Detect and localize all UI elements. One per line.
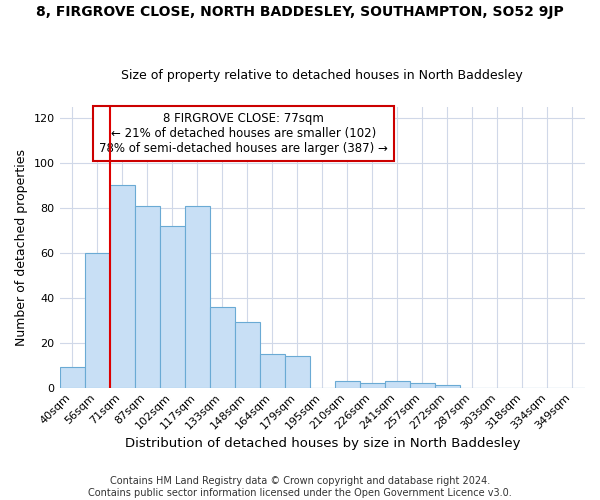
Bar — [410, 383, 435, 388]
Bar — [85, 253, 110, 388]
Title: Size of property relative to detached houses in North Baddesley: Size of property relative to detached ho… — [121, 69, 523, 82]
Text: Contains HM Land Registry data © Crown copyright and database right 2024.
Contai: Contains HM Land Registry data © Crown c… — [88, 476, 512, 498]
Bar — [59, 368, 85, 388]
Bar — [335, 381, 360, 388]
Bar — [185, 206, 209, 388]
Text: 8 FIRGROVE CLOSE: 77sqm
← 21% of detached houses are smaller (102)
78% of semi-d: 8 FIRGROVE CLOSE: 77sqm ← 21% of detache… — [99, 112, 388, 156]
Text: 8, FIRGROVE CLOSE, NORTH BADDESLEY, SOUTHAMPTON, SO52 9JP: 8, FIRGROVE CLOSE, NORTH BADDESLEY, SOUT… — [36, 5, 564, 19]
Bar — [235, 322, 260, 388]
Bar — [260, 354, 285, 388]
Bar — [435, 386, 460, 388]
Bar — [385, 381, 410, 388]
Bar — [110, 186, 134, 388]
Bar — [209, 306, 235, 388]
Bar — [360, 383, 385, 388]
X-axis label: Distribution of detached houses by size in North Baddesley: Distribution of detached houses by size … — [125, 437, 520, 450]
Bar — [285, 356, 310, 388]
Bar — [134, 206, 160, 388]
Bar — [160, 226, 185, 388]
Y-axis label: Number of detached properties: Number of detached properties — [15, 148, 28, 346]
